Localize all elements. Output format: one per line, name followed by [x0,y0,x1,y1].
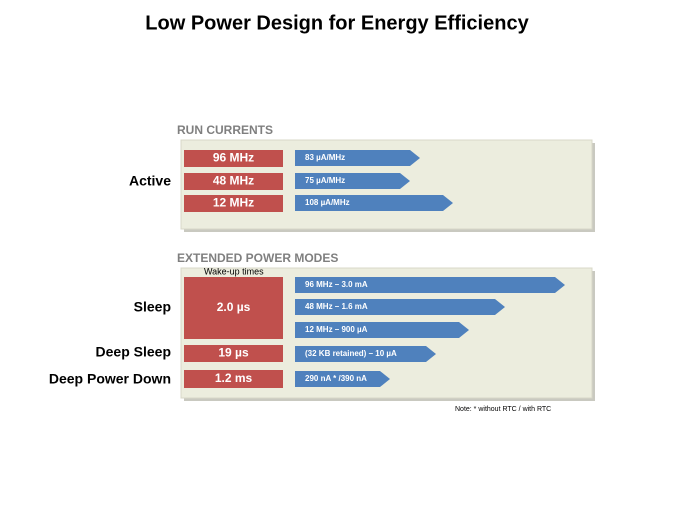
title: Low Power Design for Energy Efficiency [145,12,529,34]
time-label: 12 MHz [213,196,254,210]
mode-label: Deep Sleep [96,344,171,360]
arrow-label: 290 nA * /390 nA [305,374,367,383]
arrow [295,299,505,315]
note: Note: * without RTC / with RTC [455,406,551,413]
arrow [295,173,410,189]
time-box [184,345,283,362]
time-box [184,195,283,212]
wakeup-label: Wake-up times [204,266,264,276]
arrow-label: (32 KB retained) – 10 µA [305,349,397,358]
arrow-label: 75 µA/MHz [305,176,345,185]
arrow [295,277,565,293]
section-heading: RUN CURRENTS [177,123,273,137]
arrow-label: 96 MHz – 3.0 mA [305,280,368,289]
arrow [295,371,390,387]
time-box [184,150,283,167]
section-heading: EXTENDED POWER MODES [177,251,338,265]
time-label: 1.2 ms [215,371,253,385]
arrow [295,322,469,338]
time-box [184,277,283,339]
mode-label: Sleep [134,299,171,315]
time-label: 19 µs [218,346,249,360]
arrow-label: 12 MHz – 900 µA [305,325,368,334]
time-label: 48 MHz [213,174,254,188]
arrow [295,150,420,166]
arrow-label: 83 µA/MHz [305,153,345,162]
arrow-label: 108 µA/MHz [305,198,350,207]
time-label: 96 MHz [213,151,254,165]
arrow [295,195,453,211]
arrow-label: 48 MHz – 1.6 mA [305,302,368,311]
time-label: 2.0 µs [217,300,251,314]
mode-label: Deep Power Down [49,371,171,387]
time-box [184,370,283,388]
mode-label: Active [129,173,171,189]
arrow [295,346,436,362]
time-box [184,173,283,190]
